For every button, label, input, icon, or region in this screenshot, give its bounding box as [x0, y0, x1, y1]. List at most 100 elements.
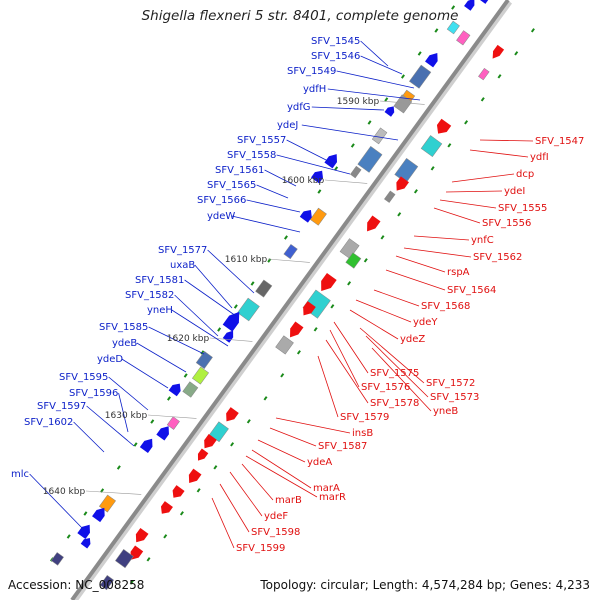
- reverse-gene-arrow: [188, 468, 202, 483]
- left-gene-label: SFV_1602: [24, 417, 73, 428]
- left-leader-line: [336, 70, 415, 89]
- right-gene-label: SFV_1598: [251, 527, 300, 538]
- reverse-gene-arrow: [204, 433, 217, 449]
- forward-gene-arrow: [156, 426, 169, 441]
- track-marker: [514, 51, 519, 56]
- track-marker: [129, 580, 134, 585]
- track-marker: [283, 235, 288, 240]
- reverse-gene-arrow: [303, 301, 316, 316]
- right-leader-line: [385, 269, 446, 291]
- track-marker: [347, 281, 352, 286]
- left-leader-line: [86, 405, 135, 447]
- left-gene-label: SFV_1566: [197, 195, 246, 206]
- gene-block: [309, 207, 327, 226]
- track-marker: [150, 419, 155, 424]
- left-leader-line: [360, 55, 403, 75]
- reverse-gene-arrow: [130, 545, 144, 560]
- gene-block: [191, 366, 210, 385]
- right-gene-label: ydeZ: [400, 334, 425, 345]
- gene-block: [115, 549, 134, 569]
- right-leader-line: [469, 149, 529, 158]
- gene-block: [409, 64, 432, 89]
- gene-block: [255, 279, 273, 298]
- reverse-gene-arrow: [197, 448, 209, 461]
- right-leader-line: [251, 449, 312, 489]
- left-gene-label: SFV_1549: [287, 66, 336, 77]
- track-marker: [317, 189, 322, 194]
- scale-label: 1640 kbp: [43, 487, 86, 497]
- gene-block: [350, 165, 362, 179]
- track-marker: [430, 166, 435, 171]
- forward-gene-arrow: [168, 383, 181, 397]
- track-marker: [246, 419, 251, 424]
- track-marker: [116, 465, 121, 470]
- right-gene-label: SFV_1573: [430, 392, 479, 403]
- track-marker: [464, 120, 469, 125]
- right-leader-line: [371, 347, 432, 412]
- genome-backbone: [70, 0, 510, 600]
- left-gene-label: SFV_1597: [37, 401, 86, 412]
- backbone-shadow: [72, 0, 513, 600]
- right-gene-label: SFV_1568: [421, 301, 470, 312]
- gene-block: [50, 552, 64, 566]
- track-marker: [250, 281, 255, 286]
- track-marker: [133, 442, 138, 447]
- right-leader-line: [439, 199, 497, 209]
- left-gene-label: SFV_1565: [207, 180, 256, 191]
- reverse-gene-arrow: [290, 321, 304, 338]
- forward-gene-arrow: [324, 154, 338, 169]
- gene-block: [371, 127, 388, 145]
- track-marker: [83, 511, 88, 516]
- track-marker: [217, 327, 222, 332]
- right-gene-label: ydeY: [413, 317, 438, 328]
- left-gene-label: SFV_1557: [237, 135, 286, 146]
- track-marker: [313, 327, 318, 332]
- right-leader-line: [433, 207, 481, 224]
- left-leader-line: [360, 40, 389, 67]
- forward-gene-arrow: [384, 106, 395, 117]
- right-leader-line: [269, 427, 317, 447]
- forward-gene-arrow: [475, 0, 492, 4]
- left-gene-label: SFV_1585: [99, 322, 148, 333]
- right-gene-label: SFV_1547: [535, 136, 584, 147]
- scale-label: 1620 kbp: [167, 334, 210, 344]
- left-gene-label: yneH: [147, 305, 173, 316]
- right-gene-label: marB: [275, 495, 302, 506]
- left-leader-line: [301, 124, 399, 141]
- left-leader-line: [184, 279, 237, 317]
- track-marker: [163, 534, 168, 539]
- right-leader-line: [365, 335, 429, 398]
- gene-block: [384, 190, 396, 203]
- scale-label: 1630 kbp: [105, 411, 148, 421]
- track-marker: [397, 212, 402, 217]
- right-gene-label: ynfC: [471, 235, 494, 246]
- left-leader-line: [264, 169, 297, 187]
- track-marker: [447, 143, 452, 148]
- gene-block: [456, 30, 471, 46]
- track-marker: [334, 166, 339, 171]
- gene-block: [283, 243, 298, 260]
- left-gene-label: ydeD: [97, 354, 123, 365]
- track-marker: [146, 557, 151, 562]
- track-marker: [213, 465, 218, 470]
- track-marker: [280, 373, 285, 378]
- right-leader-line: [451, 173, 515, 183]
- right-leader-line: [241, 463, 274, 501]
- right-leader-line: [211, 497, 235, 549]
- gene-block: [446, 20, 460, 35]
- right-leader-line: [355, 299, 412, 323]
- left-leader-line: [194, 264, 233, 309]
- left-leader-line: [73, 421, 105, 453]
- track-marker: [413, 189, 418, 194]
- track-marker: [530, 28, 535, 33]
- left-gene-label: SFV_1596: [69, 388, 118, 399]
- track-marker: [100, 488, 105, 493]
- right-leader-line: [329, 329, 360, 388]
- left-gene-label: ydeJ: [277, 120, 298, 131]
- forward-gene-arrow: [222, 311, 240, 332]
- forward-gene-arrow: [425, 53, 438, 68]
- forward-gene-arrow: [222, 330, 234, 343]
- track-marker: [451, 5, 456, 10]
- track-marker: [380, 235, 385, 240]
- gene-block: [420, 135, 443, 158]
